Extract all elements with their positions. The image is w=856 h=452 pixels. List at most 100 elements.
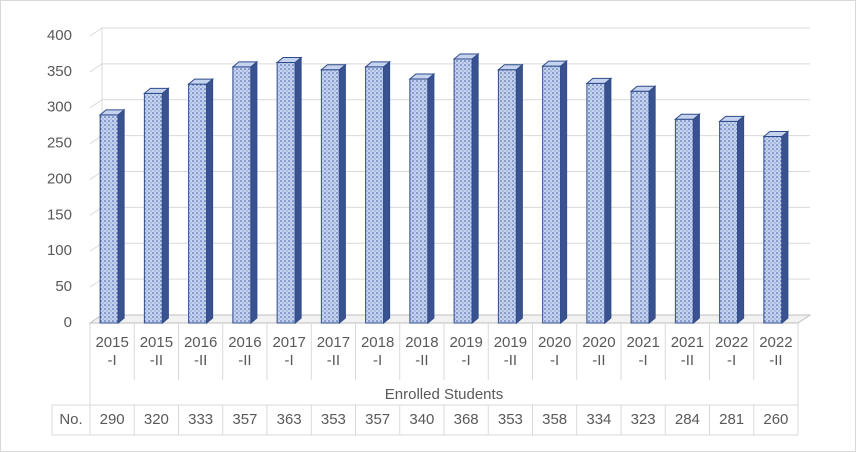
bar [762, 130, 790, 325]
bar-top [275, 57, 303, 64]
bar-front [99, 114, 119, 324]
bar [496, 63, 524, 325]
table-value: 281 [719, 411, 745, 428]
table-value: 353 [320, 411, 346, 428]
table-value: 323 [630, 411, 656, 428]
bar-front [188, 83, 208, 324]
bar-top [408, 73, 436, 80]
x-tick-label: 2016 -II [183, 334, 218, 369]
table-value: 333 [188, 411, 214, 428]
x-tick-label: 2015 -II [139, 334, 174, 369]
y-tick-label: 350 [47, 63, 72, 80]
bar-side [648, 85, 656, 325]
bar [452, 52, 480, 325]
y-tick-label: 250 [47, 135, 72, 152]
bar-front [674, 118, 694, 324]
bar-side [206, 78, 214, 325]
bar-front [630, 90, 650, 324]
y-tick-label: 0 [64, 314, 72, 331]
table-value: 284 [674, 411, 700, 428]
x-tick-label: 2016 -II [228, 334, 262, 369]
bar [187, 78, 215, 325]
bar-top [585, 77, 613, 84]
table-value: 340 [409, 411, 435, 428]
grid-line [89, 27, 810, 37]
table-value: 334 [586, 411, 612, 428]
bar-top [452, 53, 480, 60]
x-tick-label: 2021 -II [670, 334, 705, 369]
table-value: 290 [99, 411, 125, 428]
x-tick-label: 2020 -I [537, 334, 572, 369]
bar-side [692, 113, 700, 325]
series-name: Enrolled Students [384, 386, 504, 403]
bar-front [719, 120, 739, 324]
x-tick-label: 2022 -II [759, 334, 793, 369]
x-tick-label: 2017 -II [316, 334, 351, 369]
bar-top [718, 115, 746, 122]
table-value: 357 [232, 411, 258, 428]
bar-front [586, 82, 606, 324]
bar-front [453, 58, 473, 324]
table-value: 368 [453, 411, 479, 428]
x-tick-label: 2018 -I [360, 334, 395, 369]
bar-side [737, 115, 745, 325]
y-tick-label: 150 [47, 206, 72, 223]
bar-front [497, 69, 517, 324]
bar [364, 60, 392, 325]
bar-front [143, 92, 163, 324]
bar-side [471, 52, 479, 325]
bar-side [427, 72, 435, 325]
table-value: 363 [276, 411, 302, 428]
x-tick-label: 2018 -II [405, 334, 439, 369]
x-tick-label: 2020 -II [582, 334, 616, 369]
bar-side [383, 60, 391, 325]
bar-top [496, 64, 524, 71]
floor [88, 314, 812, 324]
grid-line [89, 63, 810, 73]
bar-top [142, 87, 170, 94]
bar [98, 108, 126, 325]
bar-front [409, 78, 429, 324]
x-tick-label: 2019 -II [493, 334, 528, 369]
bar-top [364, 61, 392, 68]
bar [275, 56, 303, 325]
bar-side [604, 77, 612, 325]
bar-side [515, 63, 523, 325]
bar [142, 87, 170, 325]
y-tick-label: 400 [47, 27, 72, 44]
bar-front [320, 69, 340, 324]
bar-side [294, 56, 302, 325]
bar-top [187, 78, 215, 85]
x-tick-label: 2019 -I [449, 334, 483, 369]
bar-side [338, 63, 346, 325]
bar-side [560, 60, 568, 325]
bar-front [276, 62, 296, 324]
bar [718, 115, 746, 325]
bar [541, 60, 569, 325]
bar [408, 72, 436, 325]
table-value: 357 [365, 411, 391, 428]
bar-front [232, 66, 252, 324]
x-tick-label: 2015 -I [95, 334, 129, 369]
bar [629, 85, 657, 325]
table-value: 353 [497, 411, 523, 428]
bar-top [319, 64, 347, 71]
bar-top [762, 130, 790, 137]
y-tick-label: 200 [47, 170, 72, 187]
bar [231, 60, 259, 325]
bar [319, 63, 347, 325]
table-value: 260 [763, 411, 789, 428]
y-tick-label: 100 [47, 242, 72, 259]
x-tick-label: 2022 -I [714, 334, 749, 369]
table-value: 320 [143, 411, 169, 428]
y-tick-label: 50 [55, 278, 72, 295]
bar-front [763, 135, 783, 324]
table-value: 358 [542, 411, 568, 428]
bar-top [629, 85, 657, 92]
x-tick-label: 2021 -I [626, 334, 660, 369]
bar-top [98, 109, 126, 116]
bar-top [231, 61, 259, 68]
bar-front [542, 65, 562, 324]
